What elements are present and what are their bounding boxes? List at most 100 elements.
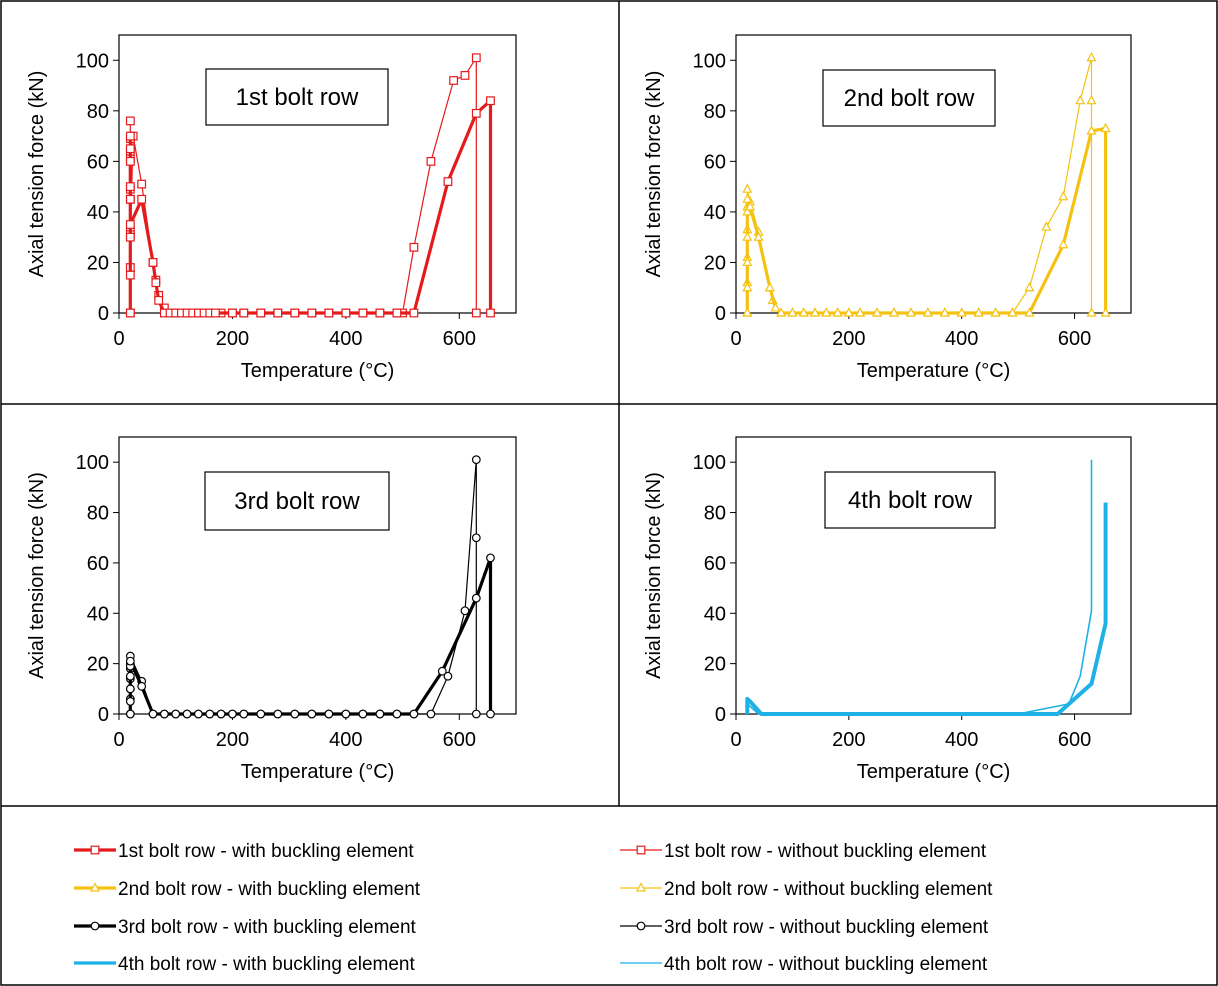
data-point: [471, 533, 481, 543]
data-point: [471, 308, 481, 318]
data-point: [193, 709, 203, 719]
x-tick-label: 0: [113, 328, 124, 350]
data-point: [810, 307, 820, 317]
legend-item: 3rd bolt row - without buckling element: [620, 917, 989, 938]
legend-marker: [636, 921, 646, 931]
data-point: [273, 308, 283, 318]
data-point: [125, 656, 135, 666]
data-point: [471, 455, 481, 465]
y-tick-label: 100: [693, 452, 726, 474]
data-point: [449, 76, 459, 85]
y-tick-label: 100: [76, 452, 109, 474]
legend-item: 2nd bolt row - with buckling element: [74, 879, 421, 900]
data-point: [273, 709, 283, 719]
data-point: [290, 709, 300, 719]
data-point: [125, 671, 135, 681]
y-tick-label: 80: [704, 503, 726, 525]
data-point: [843, 307, 854, 317]
data-point: [1058, 238, 1069, 249]
y-tick-label: 20: [704, 654, 726, 676]
data-point: [375, 709, 385, 719]
data-point: [939, 307, 950, 317]
data-point: [151, 278, 161, 288]
chart-title-box: [204, 471, 390, 531]
data-point: [1007, 307, 1018, 317]
x-tick-label: 600: [443, 328, 476, 350]
data-point: [889, 307, 899, 317]
data-point: [471, 53, 481, 63]
data-point: [125, 270, 135, 280]
data-point: [742, 193, 753, 203]
data-point: [341, 308, 351, 318]
data-point: [137, 179, 147, 189]
series-line: [745, 502, 1108, 716]
legend-marker: [90, 921, 100, 931]
x-axis-label: Temperature (°C): [857, 761, 1011, 783]
legend-item: 1st bolt row - with buckling element: [74, 841, 414, 862]
data-point: [753, 231, 764, 241]
data-point: [125, 220, 135, 229]
y-tick-label: 40: [704, 603, 726, 625]
y-tick-label: 0: [98, 704, 109, 726]
chart-title-box: [822, 69, 996, 127]
y-tick-label: 60: [704, 151, 726, 173]
x-axis-label: Temperature (°C): [857, 360, 1011, 382]
data-point: [409, 709, 419, 719]
data-point: [787, 307, 798, 317]
data-point: [443, 177, 453, 186]
data-point: [437, 666, 447, 676]
data-point: [125, 709, 135, 719]
data-point: [256, 308, 266, 318]
legend-label: 3rd bolt row - without buckling element: [664, 917, 989, 938]
data-point: [471, 593, 481, 603]
data-point: [125, 308, 135, 318]
data-point: [392, 308, 402, 318]
legend-label: 1st bolt row - with buckling element: [118, 841, 414, 862]
y-tick-label: 60: [87, 553, 109, 575]
data-point: [443, 671, 453, 681]
data-point: [745, 201, 756, 211]
data-point: [392, 709, 402, 719]
x-axis-label: Temperature (°C): [241, 761, 395, 783]
data-point: [855, 307, 866, 317]
data-point: [872, 307, 883, 317]
y-tick-label: 80: [87, 503, 109, 525]
data-point: [125, 232, 135, 242]
data-point: [171, 709, 181, 719]
data-point: [125, 194, 135, 204]
series-4th-bolt-row-with-buckling-element: [745, 502, 1108, 716]
x-tick-label: 200: [216, 729, 249, 751]
data-point: [409, 308, 419, 318]
data-point: [1058, 190, 1069, 201]
x-axis-label: Temperature (°C): [241, 360, 395, 382]
data-point: [742, 206, 753, 216]
data-point: [832, 307, 843, 317]
data-point: [1086, 307, 1097, 317]
legend-item: 3rd bolt row - with buckling element: [74, 917, 417, 938]
y-tick-label: 40: [87, 603, 109, 625]
chart-panel-3: 0 20 40 60 80 100 0 200 400 600 Temperature (°C) Ax…: [26, 436, 517, 783]
legend-label: 4th bolt row - without buckling element: [664, 954, 988, 975]
legend-marker: [90, 845, 100, 855]
data-point: [742, 183, 753, 193]
y-axis-label: Axial tension force (kN): [643, 472, 665, 679]
data-point: [148, 709, 158, 719]
series-line: [745, 126, 1108, 315]
y-tick-label: 0: [715, 704, 726, 726]
data-point: [1086, 125, 1097, 135]
legend-label: 3rd bolt row - with buckling element: [118, 917, 417, 938]
data-point: [1086, 94, 1097, 105]
y-tick-label: 40: [87, 202, 109, 224]
data-point: [486, 96, 495, 106]
data-point: [125, 156, 135, 166]
x-tick-label: 400: [329, 729, 362, 751]
data-point: [137, 194, 147, 204]
legend-item: 1st bolt row - without buckling element: [620, 841, 987, 862]
x-tick-label: 0: [730, 328, 741, 350]
legend-marker: [636, 882, 646, 892]
data-point: [486, 308, 495, 318]
data-point: [742, 281, 753, 292]
data-point: [471, 709, 481, 719]
data-point: [471, 108, 481, 118]
